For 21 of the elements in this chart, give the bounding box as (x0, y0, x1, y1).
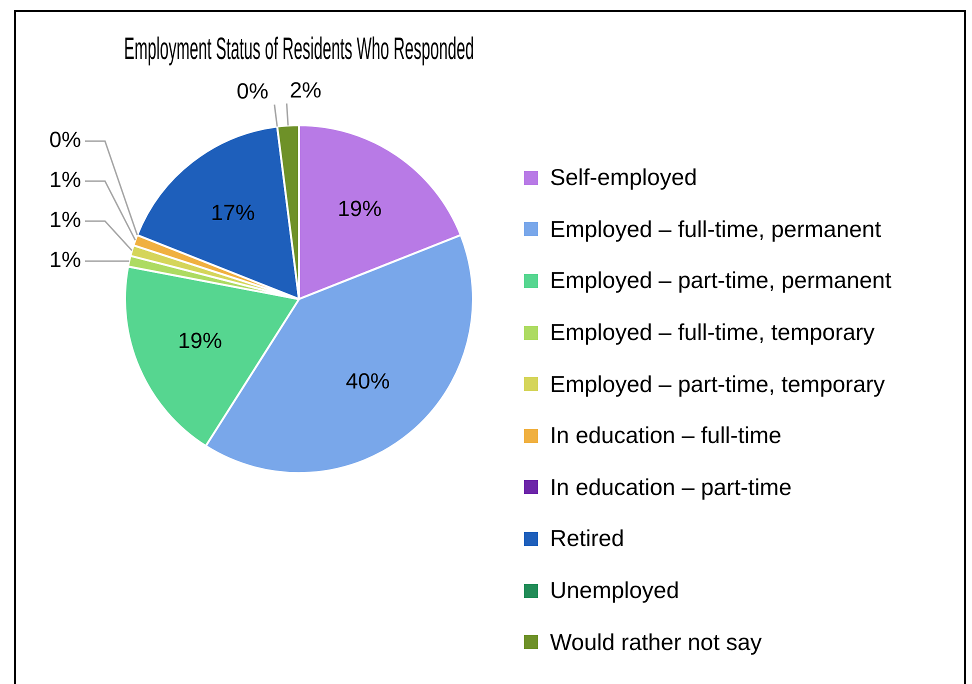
data-label: 1% (49, 167, 81, 192)
legend-label: Self-employed (550, 164, 698, 192)
legend-label: Employed – part-time, permanent (550, 267, 892, 294)
data-label: 19% (178, 328, 222, 354)
data-label: 17% (210, 200, 255, 225)
text: 0% (236, 78, 268, 104)
legend-label: In education – full-time (550, 422, 782, 450)
legend-label: Would rather not say (550, 628, 762, 656)
legend-label: Employed – full-time, permanent (550, 216, 882, 243)
chart-title: Employment Status of Residents Who Responded (124, 32, 474, 67)
data-label: 1% (49, 207, 81, 232)
legend-label: Employed – part-time, temporary (550, 370, 885, 398)
legend-label: In education – part-time (550, 474, 792, 501)
data-label: 2% (290, 78, 322, 103)
data-label: 19% (338, 196, 382, 221)
data-label: 1% (49, 247, 81, 272)
legend-label: Unemployed (550, 577, 680, 604)
text: 0% (49, 127, 81, 152)
data-label: 40% (346, 368, 390, 394)
legend-label: Employed – full-time, temporary (550, 319, 875, 346)
legend-label: Retired (550, 525, 624, 552)
